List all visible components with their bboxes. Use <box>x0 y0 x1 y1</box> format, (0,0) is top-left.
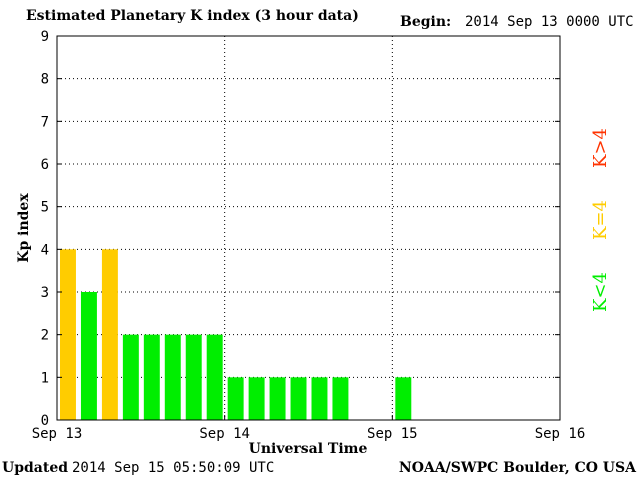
kp-bar <box>122 334 139 420</box>
y-tick-label: 2 <box>41 328 49 344</box>
plot-frame <box>56 35 561 421</box>
kp-bar <box>185 334 202 420</box>
bars <box>60 249 412 420</box>
y-tick-label: 5 <box>41 200 49 216</box>
kp-bar <box>101 249 118 420</box>
y-tick-label: 0 <box>41 413 49 429</box>
legend-k-equal-4: K=4 <box>590 200 611 240</box>
kp-bar <box>206 334 223 420</box>
x-tick-label: Sep 16 <box>535 426 586 442</box>
grid-lines <box>57 36 560 420</box>
x-tick-label: Sep 13 <box>32 426 83 442</box>
kp-bar <box>143 334 160 420</box>
y-axis-ticks: 0 1 2 3 4 5 6 7 8 9 <box>41 29 560 429</box>
kp-bar <box>290 377 307 420</box>
y-tick-label: 8 <box>41 72 49 88</box>
begin-label: Begin: <box>400 14 452 30</box>
x-tick-label: Sep 14 <box>199 426 250 442</box>
legend-k-greater-4: K>4 <box>590 128 611 168</box>
legend-k-less-4: K<4 <box>590 272 611 312</box>
y-tick-label: 1 <box>41 370 49 386</box>
kp-bar <box>269 377 286 420</box>
x-tick-label: Sep 15 <box>367 426 418 442</box>
y-tick-label: 9 <box>41 29 49 45</box>
kp-bar <box>164 334 181 420</box>
y-axis-label: Kp index <box>16 193 32 263</box>
updated-value: 2014 Sep 15 05:50:09 UTC <box>72 460 275 476</box>
kp-bar <box>332 377 349 420</box>
y-tick-label: 7 <box>41 114 49 130</box>
begin-value: 2014 Sep 13 0000 UTC <box>465 14 634 30</box>
credit-text: NOAA/SWPC Boulder, CO USA <box>398 460 636 476</box>
kp-bar <box>395 377 412 420</box>
kp-bar <box>227 377 244 420</box>
y-tick-label: 3 <box>41 285 49 301</box>
y-tick-label: 4 <box>41 242 49 258</box>
kp-bar <box>80 292 97 420</box>
y-tick-label: 6 <box>41 157 49 173</box>
kp-bar <box>311 377 328 420</box>
chart-title: Estimated Planetary K index (3 hour data… <box>26 8 359 24</box>
updated-label: Updated <box>2 460 69 476</box>
kp-bar <box>248 377 265 420</box>
kp-bar <box>60 249 76 420</box>
x-axis-ticks: Sep 13 Sep 14 Sep 15 Sep 16 <box>32 415 586 442</box>
x-axis-label: Universal Time <box>249 441 368 457</box>
